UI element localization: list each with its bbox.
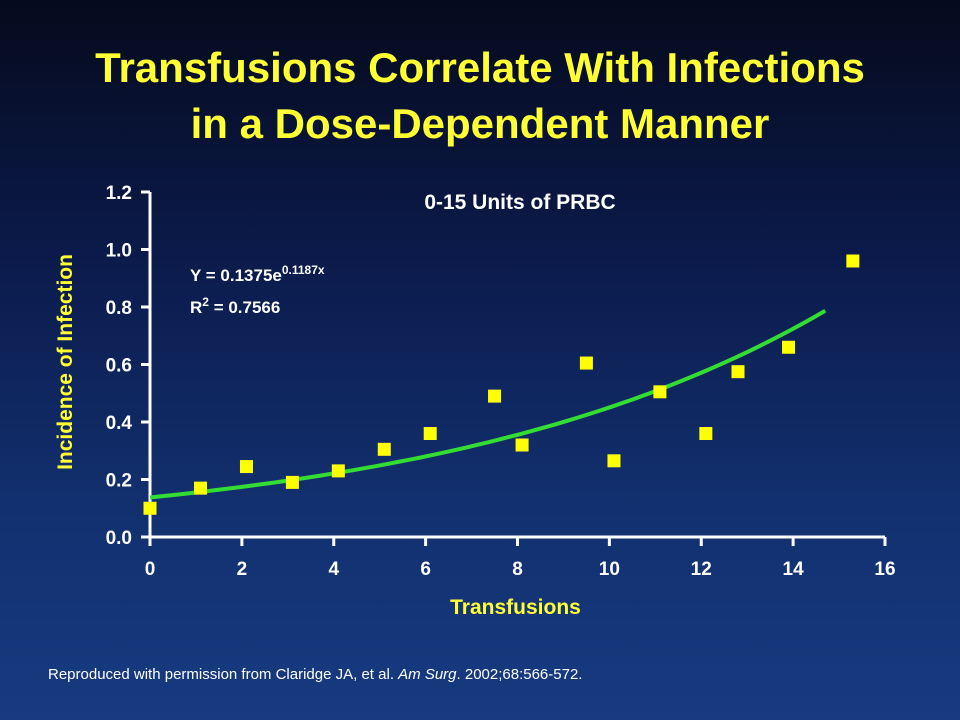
r-squared-superscript: 2 (202, 295, 209, 309)
data-point (579, 356, 593, 370)
y-axis-title: Incidence of Infection (54, 254, 77, 470)
slide-title: Transfusions Correlate With Infections i… (0, 40, 960, 152)
y-tick-label: 0.4 (106, 413, 133, 434)
y-tick-label: 0.8 (106, 298, 132, 319)
data-point (653, 385, 667, 399)
x-tick-label: 14 (783, 559, 805, 580)
data-point (782, 340, 796, 354)
data-point (331, 464, 345, 478)
x-tick-label: 6 (420, 559, 431, 580)
x-tick-label: 0 (145, 559, 156, 580)
y-tick-label: 1.2 (106, 183, 132, 204)
data-point (143, 501, 157, 515)
data-point (488, 389, 502, 403)
x-tick-label: 4 (328, 559, 339, 580)
equation-exponent: 0.1187x (282, 263, 325, 277)
title-line-1: Transfusions Correlate With Infections (95, 44, 865, 91)
citation-journal: Am Surg (398, 666, 457, 683)
y-tick-label: 0.0 (106, 528, 132, 549)
data-point (731, 365, 745, 379)
chart-axes (141, 190, 887, 546)
data-point (285, 475, 299, 489)
data-point (239, 460, 253, 474)
y-tick-label: 1.0 (106, 241, 132, 262)
data-point (699, 427, 713, 440)
x-tick-label: 8 (512, 559, 523, 580)
chart-labels: 0.0 0.2 0.4 0.6 0.8 1.0 1.2 0 2 4 6 8 10 12 14 16 Transf… (54, 183, 896, 619)
x-tick-label: 12 (691, 559, 712, 580)
x-axis-title: Transfusions (450, 596, 581, 619)
r-squared-symbol: R (190, 298, 202, 317)
data-point (515, 438, 529, 452)
y-tick-label: 0.2 (106, 471, 132, 492)
chart-subtitle: 0-15 Units of PRBC (424, 191, 615, 214)
data-point (846, 254, 860, 268)
data-point (377, 442, 391, 456)
trendline (149, 308, 827, 500)
data-point (194, 481, 208, 495)
y-tick-label: 0.6 (106, 356, 132, 377)
title-line-2: in a Dose-Dependent Manner (190, 100, 770, 147)
r-squared: R2 = 0.7566 (190, 295, 280, 317)
x-tick-label: 16 (874, 559, 895, 580)
x-tick-label: 2 (237, 559, 248, 580)
data-point (607, 454, 621, 468)
r-squared-value: = 0.7566 (209, 298, 280, 317)
equation-base: Y = 0.1375e (190, 266, 282, 285)
citation-pages: . 2002;68:566-572. (456, 666, 583, 683)
x-tick-label: 10 (599, 559, 620, 580)
data-points (143, 254, 860, 515)
citation-text: Reproduced with permission from Claridge… (48, 666, 399, 683)
trendline-equation: Y = 0.1375e0.1187x (190, 263, 325, 285)
citation-footnote: Reproduced with permission from Claridge… (48, 666, 582, 683)
data-point (423, 427, 437, 440)
